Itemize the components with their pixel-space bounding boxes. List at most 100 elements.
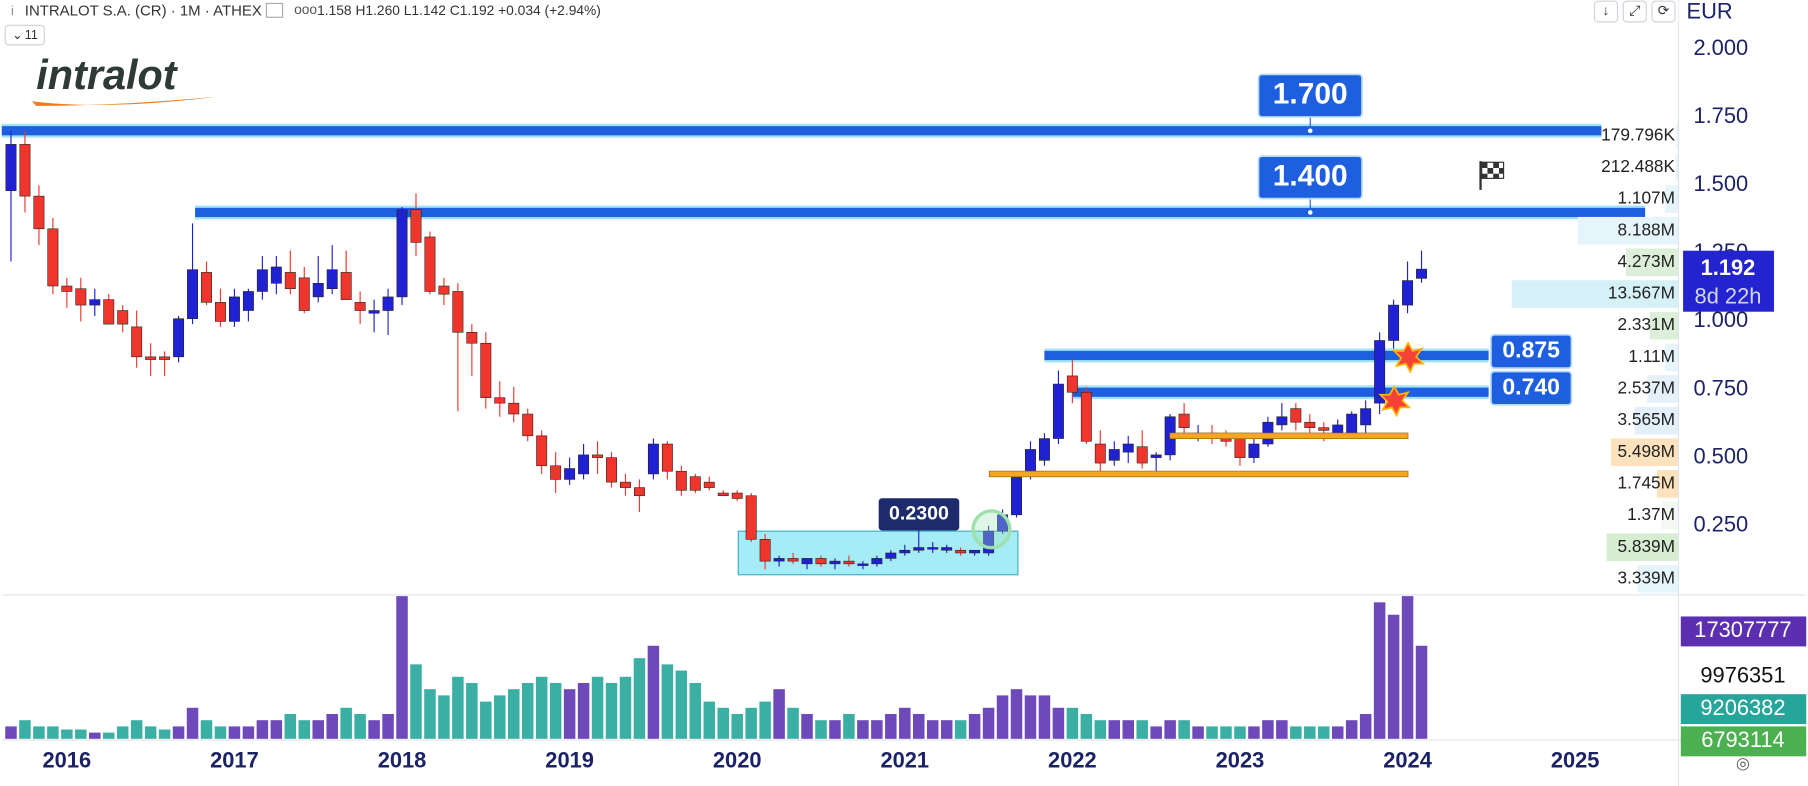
- candle-body: [424, 236, 436, 292]
- volume-bar: [1220, 726, 1232, 739]
- volume-bar: [33, 726, 45, 739]
- volume-bar: [116, 726, 129, 739]
- volume-bar: [1164, 720, 1176, 739]
- candle-body: [522, 413, 534, 437]
- volume-bar: [1010, 689, 1023, 739]
- volume-bar: [675, 670, 688, 739]
- volume-bar: [1290, 726, 1302, 739]
- volume-bar: [340, 707, 352, 739]
- volume-bar: [270, 720, 283, 739]
- candle-body: [801, 558, 813, 565]
- candle-body: [899, 549, 911, 554]
- candle-body: [145, 356, 157, 360]
- candle-body: [675, 470, 687, 491]
- volume-bar: [130, 720, 143, 739]
- level-line: [195, 207, 1646, 218]
- indicator-toggle[interactable]: [4, 24, 45, 46]
- candle-body: [298, 277, 310, 311]
- candle-body: [1066, 375, 1078, 393]
- volume-value-label: 9206382: [1700, 695, 1785, 720]
- candle-body: [620, 481, 631, 488]
- candle-body: [592, 454, 604, 458]
- candle-body: [5, 144, 17, 191]
- candle-body: [773, 558, 785, 562]
- candle-body: [1276, 416, 1288, 426]
- volume-bar: [871, 720, 883, 739]
- x-tick-label: 2019: [545, 748, 594, 773]
- scroll-button[interactable]: [1593, 0, 1619, 23]
- symbol-flag-icon[interactable]: [265, 2, 284, 18]
- volume-bar: [703, 701, 716, 739]
- settings-icon[interactable]: ◎: [1736, 754, 1750, 772]
- volume-value-label: 6793114: [1701, 727, 1784, 752]
- indicator-count: 11: [25, 28, 38, 42]
- level-line: [1072, 387, 1489, 397]
- level-label-box: [1490, 370, 1573, 406]
- profile-label: 3.339M: [1617, 567, 1675, 587]
- profile-bar: [1664, 185, 1679, 213]
- candle-body: [1374, 340, 1386, 404]
- volume-bar: [5, 726, 17, 739]
- volume-bar: [1122, 720, 1134, 739]
- volume-bar: [144, 726, 157, 739]
- candle-body: [256, 269, 268, 292]
- candle-body: [284, 272, 296, 290]
- volume-bar: [1234, 726, 1246, 739]
- volume-bar: [298, 720, 311, 739]
- candle-body: [703, 481, 715, 488]
- candle-body: [1136, 446, 1148, 464]
- volume-bar: [591, 676, 604, 739]
- volume-bar: [1136, 720, 1148, 739]
- volume-bar: [940, 720, 953, 739]
- volume-bar: [214, 726, 227, 739]
- symbol-title[interactable]: INTRALOT S.A. (CR) · 1M · ATHEX: [25, 2, 262, 19]
- profile-label: 4.273M: [1617, 251, 1675, 271]
- profile-bar: [1657, 470, 1679, 498]
- profile-label: 8.188M: [1617, 219, 1675, 239]
- fullscreen-button[interactable]: [1622, 0, 1647, 23]
- volume-bar: [563, 689, 576, 739]
- candle-body: [1388, 304, 1400, 341]
- volume-bar: [438, 695, 450, 739]
- profile-label: 3.565M: [1617, 409, 1675, 429]
- countdown: 8d 22h: [1695, 284, 1762, 309]
- volume-bar: [1206, 726, 1218, 739]
- candle-body: [829, 560, 841, 565]
- burst: [1378, 384, 1412, 418]
- volume-bar: [1150, 726, 1162, 739]
- profile-label: 1.37M: [1627, 504, 1675, 524]
- volume-bar: [466, 682, 478, 739]
- candle-body: [1360, 408, 1372, 426]
- more-icon[interactable]: ooo: [294, 2, 317, 17]
- volume-bar: [731, 713, 743, 739]
- volume-bar: [1066, 707, 1079, 739]
- candle-body: [187, 269, 199, 319]
- profile-label: 179.796K: [1601, 124, 1675, 144]
- candle-body: [787, 558, 799, 562]
- volume-bar: [535, 676, 548, 739]
- candle-body: [1150, 454, 1162, 458]
- main-layer: 1.700 1.400 0.875 0.740 0.2300 179.796K 212.48…: [1, 73, 1679, 739]
- candle-body: [885, 552, 897, 559]
- volume-bar: [899, 707, 911, 739]
- volume-bar: [61, 729, 73, 739]
- candle-body: [368, 310, 380, 314]
- profile-bar: [1637, 565, 1679, 593]
- x-tick-label: 2024: [1383, 748, 1432, 773]
- volume-bar: [661, 664, 674, 739]
- volume-bar: [480, 701, 492, 739]
- candle-body: [1290, 408, 1302, 423]
- volume-bar: [494, 695, 506, 739]
- level-label: 1.400: [1273, 159, 1348, 192]
- level-label-box: [1257, 155, 1363, 200]
- price-label: 1.192: [1701, 255, 1756, 280]
- candle-body: [1346, 413, 1358, 434]
- x-tick-label: 2018: [378, 748, 427, 773]
- volume-bar: [382, 713, 394, 739]
- candle-body: [326, 269, 338, 290]
- x-tick-label: 2017: [210, 748, 259, 773]
- volume-bar: [1080, 713, 1093, 739]
- reset-button[interactable]: [1651, 0, 1676, 23]
- ohlc-legend: 1.158 H1.260 L1.142 C1.192 +0.034 (+2.94…: [317, 3, 601, 18]
